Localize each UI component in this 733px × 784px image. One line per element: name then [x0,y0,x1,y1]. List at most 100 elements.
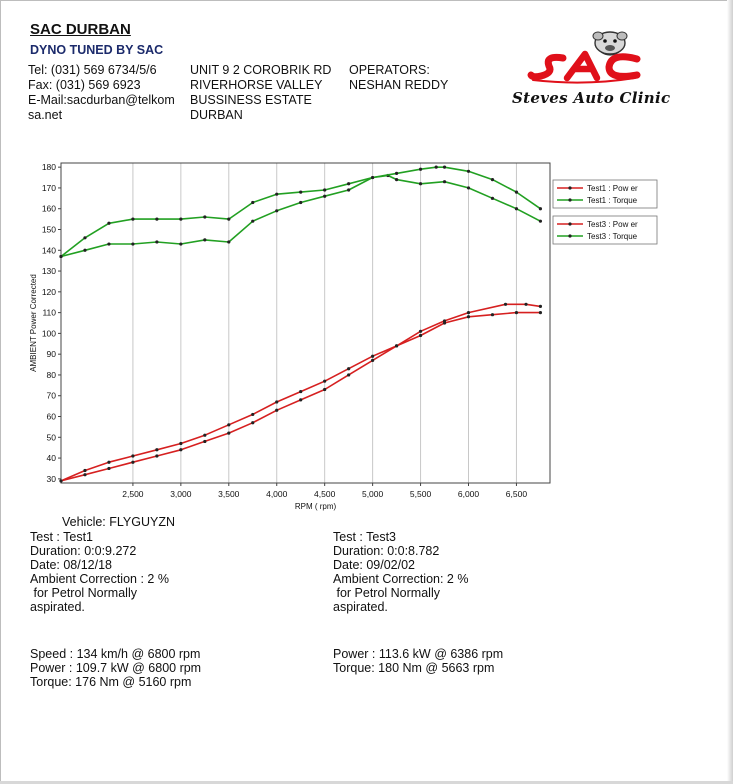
data-point [347,373,351,377]
data-point [227,423,231,427]
x-tick-label: 5,000 [362,489,384,499]
contact-block: Tel: (031) 569 6734/5/6 Fax: (031) 569 6… [28,63,175,123]
x-tick-label: 4,000 [266,489,288,499]
data-point [418,329,423,333]
data-point [251,421,255,425]
y-tick-label: 160 [42,204,56,214]
data-point [490,196,495,200]
data-point [347,188,351,192]
address-block: UNIT 9 2 COROBRIK RD RIVERHORSE VALLEY B… [190,63,331,123]
data-point [299,190,303,194]
data-point [107,221,111,225]
y-axis-label: AMBIENT Power Corrected [29,274,38,372]
y-tick-label: 140 [42,245,56,255]
page-edge-shadow [727,0,733,784]
data-point [203,215,207,219]
legend-box [552,179,658,209]
plot-frame [60,162,551,484]
y-tick-label: 110 [42,308,56,318]
data-point [323,194,327,198]
data-point [59,254,63,259]
data-point [275,209,279,213]
y-tick-label: 120 [42,287,56,297]
test1-correction-note-2: aspirated. [30,600,85,614]
series-line [60,166,541,258]
test1-duration: Duration: 0:0:9.272 [30,544,137,558]
y-tick-label: 100 [42,328,56,338]
legend-label: Test1 : Torque [587,196,638,205]
y-tick-label: 170 [42,183,56,193]
data-point [227,431,231,435]
company-tagline: DYNO TUNED BY SAC [30,43,164,57]
series-line [60,174,541,258]
data-point [227,240,231,244]
test1-summary: Speed : 134 km/h @ 6800 rpm Power : 109.… [30,647,201,689]
y-tick-label: 40 [47,453,57,463]
data-point [514,311,519,315]
test1-date: Date: 08/12/18 [30,558,113,572]
data-point [538,207,543,211]
legend-marker [568,186,572,190]
sac-wordmark [527,50,641,84]
address-line: BUSSINESS ESTATE [190,93,312,107]
data-point [371,358,375,363]
chart-ticks: 2,500 3,000 3,500 4,000 4,500 5,000 5,500 6,000… [42,162,528,499]
data-point [514,207,519,211]
data-point [83,473,87,477]
vehicle-label: Vehicle: FLYGUYZN [62,515,176,529]
test3-correction-note: for Petrol Normally [333,586,440,600]
data-point [83,468,87,473]
data-point [131,242,135,246]
data-point [107,466,111,471]
data-point [179,217,183,221]
test3-summary: Power : 113.6 kW @ 6386 rpm Torque: 180 … [333,647,503,675]
data-point [323,379,327,383]
data-point [490,313,495,317]
data-point [466,315,471,319]
data-point [107,242,111,246]
data-point [418,333,423,338]
data-point [490,178,495,182]
legend-marker [568,234,572,238]
data-point [227,217,231,221]
test1-details: Test : Test1 Duration: 0:0:9.272 Date: 0… [30,530,169,614]
contact-line: sa.net [28,108,63,122]
legend-box [552,215,658,245]
y-tick-label: 70 [47,391,57,401]
test3-correction-note-2: aspirated. [333,600,388,614]
legend-marker [568,222,572,226]
data-point [418,167,423,171]
data-point [299,398,303,402]
legend-label: Test3 : Pow er [587,220,638,229]
data-point [155,217,159,221]
test3-date: Date: 09/02/02 [333,558,416,572]
data-point [83,236,87,240]
address-line: UNIT 9 2 COROBRIK RD [190,63,332,77]
data-point [434,165,438,169]
data-point [442,165,447,169]
contact-line: E-Mail:sacdurban@telkom [28,93,175,107]
data-point [394,344,399,348]
page-edge-bottom [0,781,733,784]
x-tick-label: 2,500 [122,489,144,499]
data-point [203,433,207,437]
data-point [347,367,351,371]
x-axis-label: RPM ( rpm) [295,502,337,511]
data-point [503,302,508,306]
test1-correction: Ambient Correction : 2 % [30,572,169,586]
data-point [514,190,519,194]
company-name: SAC DURBAN [30,21,131,38]
chart-series [59,165,543,483]
data-point [155,240,159,244]
data-point [131,454,135,458]
data-point [418,182,423,186]
data-point [155,448,159,452]
test1-name: Test : Test1 [30,530,93,544]
x-tick-label: 3,000 [170,489,192,499]
data-point [179,441,183,446]
data-point [466,311,471,315]
data-point [394,178,399,182]
sac-logo [505,28,675,110]
data-point [371,175,375,180]
data-point [251,412,255,417]
